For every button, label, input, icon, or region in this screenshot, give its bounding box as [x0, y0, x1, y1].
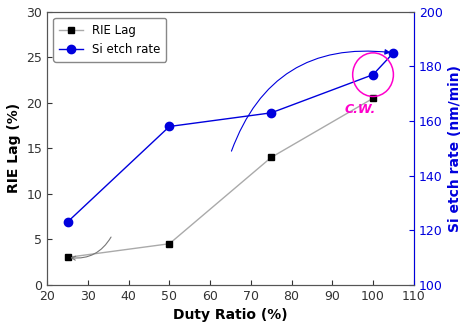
Si etch rate: [268, 111, 274, 115]
Y-axis label: Si etch rate (nm/min): Si etch rate (nm/min): [448, 65, 462, 232]
RIE Lag: [370, 96, 376, 100]
Si etch rate: [370, 73, 376, 77]
Si etch rate: [391, 51, 396, 55]
RIE Lag: [65, 255, 70, 259]
Si etch rate: [166, 124, 172, 128]
Line: RIE Lag: RIE Lag: [64, 95, 377, 261]
X-axis label: Duty Ratio (%): Duty Ratio (%): [173, 308, 288, 322]
RIE Lag: [268, 155, 274, 159]
Si etch rate: [65, 220, 70, 224]
RIE Lag: [166, 242, 172, 246]
Legend: RIE Lag, Si etch rate: RIE Lag, Si etch rate: [53, 18, 166, 62]
Line: Si etch rate: Si etch rate: [63, 49, 398, 226]
Y-axis label: RIE Lag (%): RIE Lag (%): [7, 103, 21, 193]
Text: C.W.: C.W.: [345, 103, 376, 116]
